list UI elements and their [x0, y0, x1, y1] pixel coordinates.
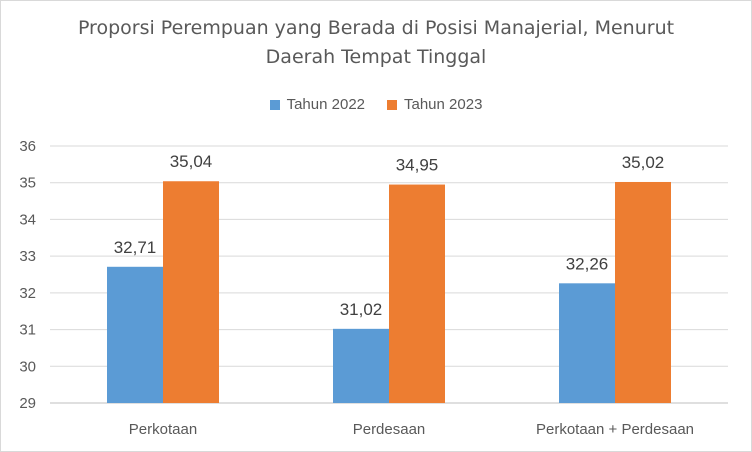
legend-swatch-2022 — [269, 99, 280, 110]
bar-2023-2 — [615, 181, 671, 403]
y-tick-label-31: 31 — [19, 322, 36, 339]
bar-2022-2 — [559, 283, 615, 403]
y-tick-label-32: 32 — [19, 285, 36, 302]
data-label-2023-0: 35,04 — [170, 152, 213, 171]
y-tick-label-36: 36 — [19, 138, 36, 155]
category-label-2: Perkotaan + Perdesaan — [536, 421, 694, 438]
data-label-2023-2: 35,02 — [622, 153, 665, 172]
y-tick-label-29: 29 — [19, 395, 36, 412]
category-label-0: Perkotaan — [129, 421, 197, 438]
y-tick-label-30: 30 — [19, 358, 36, 375]
chart-title-line-1: Proporsi Perempuan yang Berada di Posisi… — [77, 17, 675, 39]
bar-2023-0 — [163, 181, 219, 403]
legend-swatch-2023 — [387, 99, 397, 110]
chart-legend: Tahun 2022 Tahun 2023 — [0, 96, 752, 113]
chart-title: Proporsi Perempuan yang Berada di Posisi… — [0, 14, 752, 72]
legend-item-2023: Tahun 2023 — [387, 96, 482, 113]
bar-2023-1 — [389, 184, 445, 403]
y-tick-label-34: 34 — [19, 211, 36, 228]
legend-item-2022: Tahun 2022 — [269, 96, 365, 113]
data-label-2023-1: 34,95 — [396, 156, 439, 175]
bar-2022-1 — [333, 328, 389, 403]
data-label-2022-2: 32,26 — [566, 254, 609, 273]
bar-2022-0 — [107, 266, 163, 403]
legend-label-2022: Tahun 2022 — [286, 96, 365, 113]
legend-label-2023: Tahun 2023 — [404, 96, 483, 113]
chart-title-line-2: Daerah Tempat Tinggal — [265, 46, 487, 68]
category-label-1: Perdesaan — [353, 421, 426, 438]
data-label-2022-1: 31,02 — [340, 300, 383, 319]
y-tick-label-33: 33 — [19, 248, 36, 265]
data-label-2022-0: 32,71 — [114, 238, 157, 257]
y-tick-label-35: 35 — [19, 175, 36, 192]
